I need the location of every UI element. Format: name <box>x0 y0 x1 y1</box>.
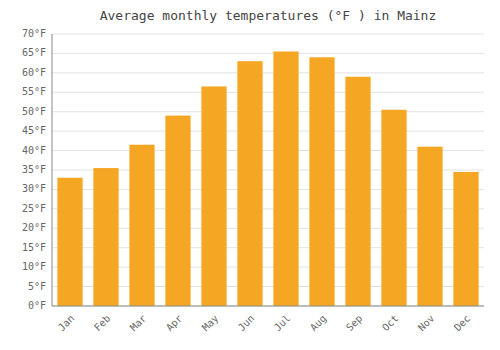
y-tick-label: 5°F <box>28 281 46 292</box>
x-tick-label: Jan <box>56 313 77 334</box>
y-tick-label: 50°F <box>22 106 46 117</box>
x-tick-label: Nov <box>416 313 437 334</box>
grid <box>52 34 484 306</box>
x-tick-label: Feb <box>92 313 113 334</box>
x-tick-label: Aug <box>308 313 329 334</box>
grid-line <box>52 111 484 112</box>
y-tick-label: 70°F <box>22 28 46 39</box>
x-tick-label: Oct <box>380 313 401 334</box>
y-tick-label: 65°F <box>22 47 46 58</box>
y-tick-label: 0°F <box>28 300 46 311</box>
bar <box>453 172 478 306</box>
bar <box>309 57 334 306</box>
y-tick-label: 25°F <box>22 203 46 214</box>
x-tick-label: Jul <box>272 313 293 334</box>
y-tick-label: 55°F <box>22 86 46 97</box>
y-tick-label: 20°F <box>22 222 46 233</box>
y-tick-label: 30°F <box>22 183 46 194</box>
grid-line <box>52 131 484 132</box>
x-tick-labels: Jan Feb Mar Apr May Jun Jul Aug Sep Oct Nov Dec <box>56 313 473 334</box>
bar <box>273 51 298 306</box>
chart: 0°F 5°F 10°F 15°F 20°F 25°F 30°F 35°F 40°F 45°F 50… <box>0 0 500 350</box>
bar <box>237 61 262 306</box>
y-axis-line <box>52 34 53 306</box>
x-tick-label: May <box>200 313 221 334</box>
x-tick-label: Sep <box>344 313 365 334</box>
grid-line <box>52 72 484 73</box>
bar <box>201 86 226 306</box>
grid-line <box>52 53 484 54</box>
x-axis-line <box>52 306 484 307</box>
bar <box>381 110 406 306</box>
axes <box>52 34 484 306</box>
bar <box>57 178 82 306</box>
y-tick-labels: 0°F 5°F 10°F 15°F 20°F 25°F 30°F 35°F 40°F 45°F 50… <box>22 28 46 311</box>
title: Average monthly temperatures (°F ) in Ma… <box>100 8 437 23</box>
bars <box>57 51 478 306</box>
bar <box>93 168 118 306</box>
bar <box>165 116 190 306</box>
y-tick-label: 15°F <box>22 242 46 253</box>
x-tick-label: Mar <box>128 313 149 334</box>
y-tick-label: 35°F <box>22 164 46 175</box>
bar <box>129 145 154 306</box>
x-tick-label: Apr <box>164 313 185 334</box>
grid-line <box>52 34 484 35</box>
bar <box>345 77 370 306</box>
x-tick-label: Jun <box>236 313 257 334</box>
y-tick-label: 45°F <box>22 125 46 136</box>
y-tick-label: 60°F <box>22 67 46 78</box>
y-tick-label: 10°F <box>22 261 46 272</box>
x-tick-label: Dec <box>452 313 473 334</box>
bar <box>417 147 442 306</box>
y-tick-label: 40°F <box>22 145 46 156</box>
grid-line <box>52 92 484 93</box>
grid-line <box>52 306 484 307</box>
